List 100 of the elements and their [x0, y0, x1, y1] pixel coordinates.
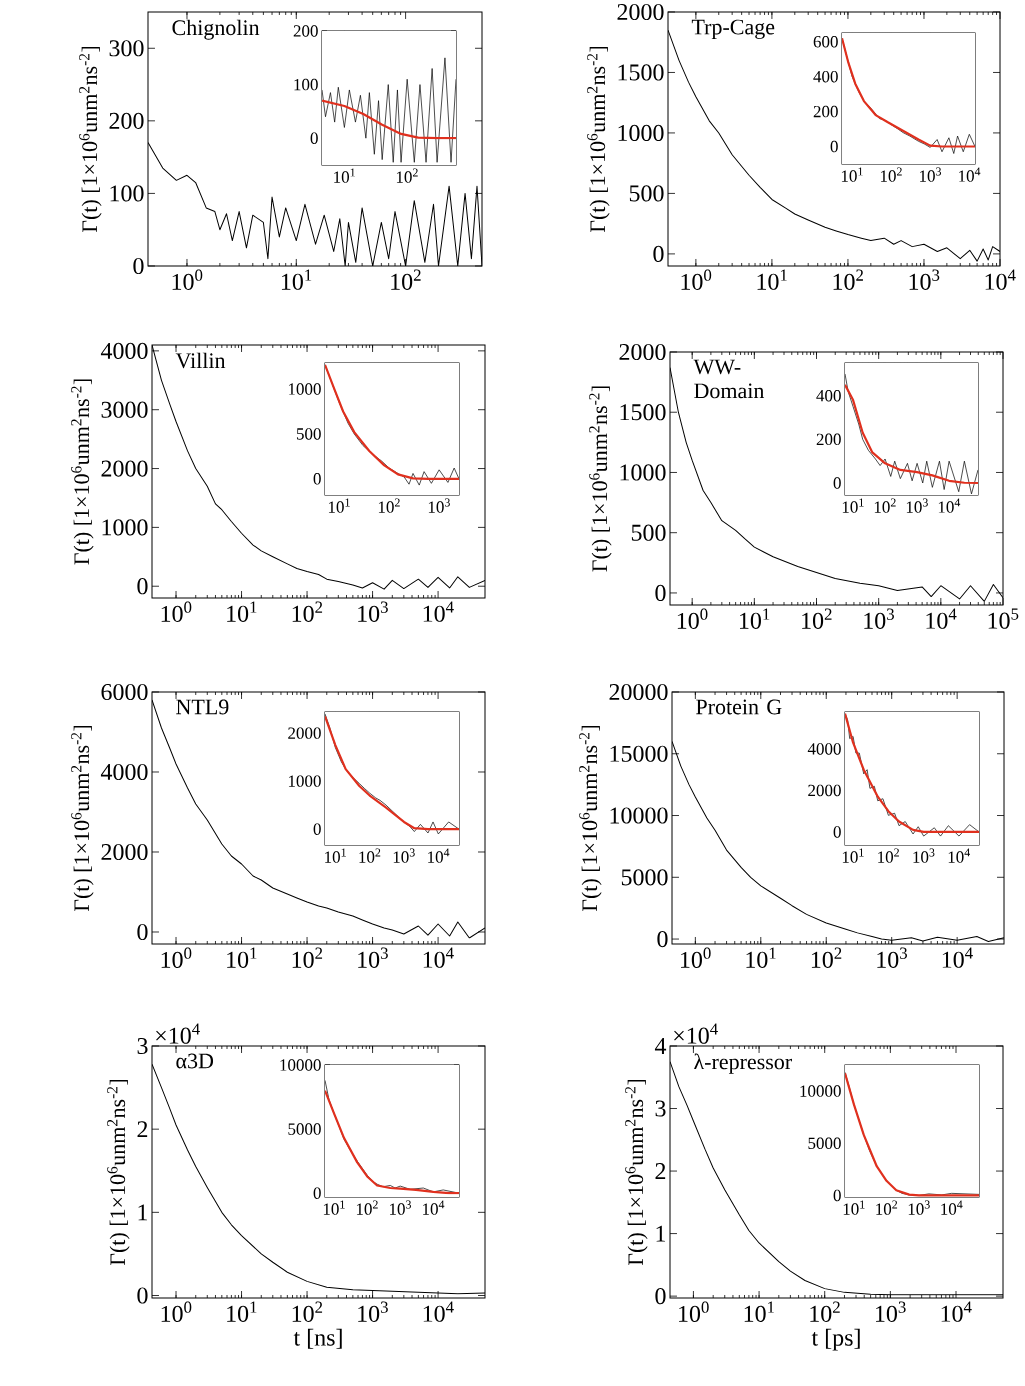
y-tick-label: 1000 [620, 464, 666, 481]
text: WW-Domain [693, 359, 765, 399]
x-tick-label: 10$^{1}$ [842, 498, 864, 513]
x-tick-label: 10$^{3}$ [909, 269, 940, 290]
y-tick-label: 0 [830, 140, 838, 153]
x-tick-label: 10$^{3}$ [913, 848, 935, 863]
x-tick-label: 10$^{4}$ [941, 1301, 972, 1322]
y-tick-label: 20000 [609, 683, 668, 701]
y-tick-label: 2000 [617, 3, 664, 21]
x-tick-label: 10$^{0}$ [681, 269, 712, 290]
x-tick-label: 10$^{0}$ [161, 947, 192, 968]
x-tick-label: 10$^{4}$ [423, 947, 454, 968]
y-tick-label: 2000 [101, 843, 148, 861]
x-tick-label: 10$^{3}$ [877, 947, 907, 968]
x-tick-label: 10$^{4}$ [423, 601, 454, 622]
y-axis-title: Γ(t) [1×10$^{6}$unm$^{2}$ns$^{-2}$] [79, 46, 102, 233]
y-tick-label: 0 [310, 132, 318, 144]
x-tick-label: 10$^{2}$ [810, 1301, 840, 1322]
y-tick-label: 0 [137, 578, 148, 595]
y-tick-label: 5000 [288, 1123, 321, 1135]
x-tick-label: 10$^{4}$ [959, 167, 981, 182]
x-tick-label: 10$^{3}$ [358, 601, 388, 622]
y-axis-title: Γ(t) [1×10$^{6}$unm$^{2}$ns$^{-2}$] [71, 379, 94, 565]
x-tick-label: 10$^{0}$ [161, 601, 192, 622]
y-tick-label: 0 [137, 1287, 148, 1304]
y-axis-title: Γ(t) [1×10$^{6}$unm$^{2}$ns$^{-2}$] [589, 386, 612, 572]
y-tick-label: 100 [294, 78, 318, 91]
chart-title: NTL9 [176, 699, 229, 715]
y-tick-label: 200 [293, 25, 318, 37]
x-tick-label: 10$^{4}$ [428, 848, 450, 863]
y-tick-label: 1000 [288, 383, 321, 395]
x-tick-label: 10$^{3}$ [876, 1301, 906, 1322]
x-tick-label: 10$^{1}$ [842, 848, 864, 863]
y-tick-label: 1 [656, 1225, 666, 1242]
text: ×10$^{4}$ [156, 1023, 200, 1044]
chart-title: Villin [175, 352, 226, 369]
y-tick-label: 3000 [101, 401, 148, 418]
x-tick-label: 10$^{3}$ [864, 608, 894, 629]
y-tick-label: 4000 [100, 342, 148, 359]
y-tick-label: 200 [109, 112, 144, 129]
y-tick-label: 600 [813, 35, 838, 48]
x-tick-label: 10$^{3}$ [358, 947, 388, 968]
x-tick-label: 10$^{1}$ [227, 947, 257, 968]
x-tick-label: 10$^{2}$ [874, 498, 896, 513]
y-tick-label: 0 [833, 826, 841, 838]
x-tick-label: 10$^{2}$ [292, 1301, 323, 1322]
y-tick-label: 1000 [618, 124, 664, 142]
x-tick-label: 10$^{2}$ [878, 848, 899, 863]
x-tick-label: 10$^{2}$ [378, 498, 400, 513]
text: ×10$^{4}$ [674, 1023, 718, 1044]
y-tick-label: 400 [816, 389, 841, 402]
y-tick-label: 4000 [100, 763, 148, 781]
x-tick-label: 10$^{2}$ [356, 1200, 378, 1215]
y-tick-label: 200 [816, 433, 841, 446]
y-axis-title: Γ(t) [1×10$^{6}$unm$^{2}$ns$^{-2}$] [625, 1079, 648, 1266]
x-tick-label: 10$^{2}$ [811, 947, 842, 968]
x-tick-label: 10$^{4}$ [938, 498, 961, 513]
x-tick-label: 10$^{0}$ [677, 608, 708, 629]
x-tick-label: 10$^{2}$ [391, 269, 421, 290]
x-tick-label: 10$^{0}$ [681, 947, 711, 968]
x-tick-label: 10$^{2}$ [802, 608, 832, 629]
y-tick-label: 5000 [808, 1137, 841, 1149]
x-tick-label: 10$^{2}$ [876, 1200, 898, 1215]
y-axis-title: Γ(t) [1×10$^{6}$unm$^{2}$ns$^{-2}$] [587, 46, 610, 233]
y-tick-label: 400 [813, 70, 838, 83]
y-tick-label: 10000 [800, 1085, 841, 1097]
y-tick-label: 4000 [807, 743, 841, 755]
x-tick-label: 10$^{1}$ [841, 167, 863, 182]
x-tick-label: 10$^{4}$ [942, 947, 973, 968]
x-tick-label: 10$^{1}$ [843, 1200, 865, 1215]
y-tick-label: 500 [631, 524, 666, 541]
x-tick-label: 10$^{3}$ [920, 167, 942, 182]
y-tick-label: 0 [655, 1288, 666, 1305]
x-tick-label: 10$^{3}$ [428, 498, 450, 513]
y-tick-label: 5000 [621, 869, 668, 886]
x-tick-label: 10$^{1}$ [744, 1301, 774, 1322]
x-tick-label: 10$^{1}$ [746, 947, 776, 968]
y-tick-label: 2000 [101, 460, 148, 477]
y-tick-label: 1000 [288, 775, 321, 787]
x-tick-label: 10$^{3}$ [358, 1301, 388, 1322]
y-tick-label: 6000 [101, 683, 148, 701]
x-tick-label: 10$^{1}$ [323, 1200, 345, 1215]
x-tick-label: 10$^{0}$ [172, 269, 203, 290]
y-tick-label: 0 [137, 923, 148, 941]
y-tick-label: 200 [813, 105, 838, 118]
y-tick-label: 1 [138, 1204, 148, 1221]
y-axis-title: Γ(t) [1×10$^{6}$unm$^{2}$ns$^{-2}$] [71, 725, 94, 912]
y-tick-label: 3 [137, 1037, 148, 1055]
x-tick-label: 10$^{2}$ [292, 601, 323, 622]
y-tick-label: 0 [657, 930, 668, 948]
x-tick-label: 10$^{3}$ [906, 498, 928, 513]
x-tick-label: 10$^{1}$ [757, 269, 787, 290]
x-tick-label: 10$^{4}$ [926, 608, 957, 629]
x-tick-label: 10$^{3}$ [908, 1200, 930, 1215]
x-tick-label: 10$^{0}$ [161, 1301, 192, 1322]
chart-title: λ-repressor [694, 1053, 792, 1074]
x-tick-label: 10$^{2}$ [359, 848, 381, 863]
y-tick-label: 3 [655, 1100, 666, 1117]
y-tick-label: 0 [133, 257, 144, 275]
y-tick-label: 10000 [280, 1059, 321, 1071]
